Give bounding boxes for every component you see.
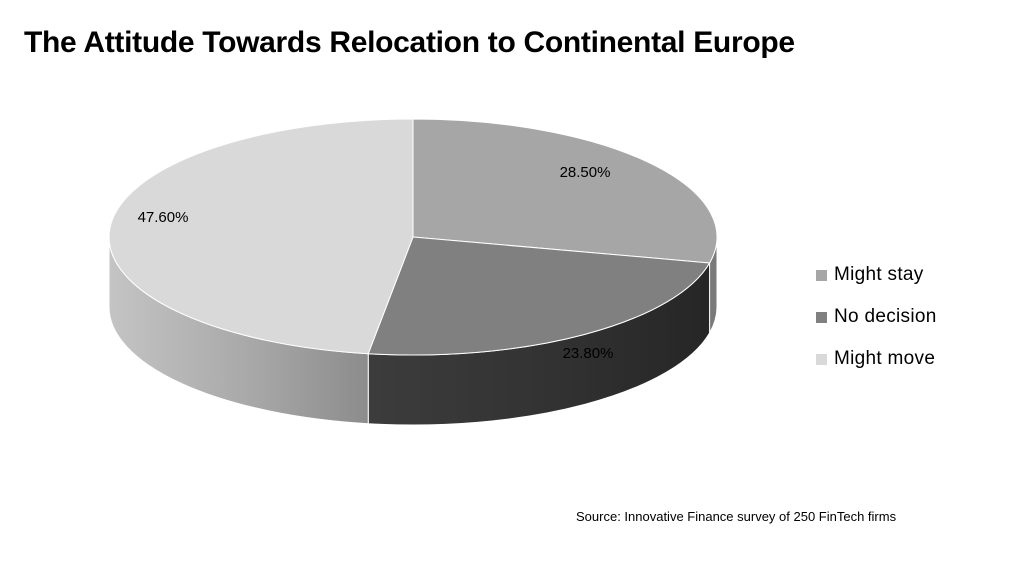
legend: Might stay No decision Might move	[816, 254, 937, 380]
source-note: Source: Innovative Finance survey of 250…	[576, 509, 897, 524]
pie-slice-no-decision	[367, 236, 711, 356]
legend-swatch-no-decision	[816, 311, 827, 323]
legend-item-no-decision: No decision	[816, 296, 937, 338]
legend-item-might-move: Might move	[816, 338, 937, 380]
pie-slice-might-stay	[412, 118, 718, 264]
legend-item-might-stay: Might stay	[816, 254, 937, 296]
legend-label-might-stay: Might stay	[834, 264, 924, 285]
data-label-might-move: 47.60%	[138, 209, 189, 226]
chart-title: The Attitude Towards Relocation to Conti…	[24, 26, 795, 59]
legend-label-no-decision: No decision	[834, 306, 937, 327]
data-label-might-stay: 28.50%	[560, 164, 611, 181]
legend-label-might-move: Might move	[834, 348, 936, 369]
legend-swatch-might-stay	[816, 269, 827, 281]
legend-swatch-might-move	[816, 353, 827, 365]
data-label-no-decision: 23.80%	[563, 345, 614, 362]
pie-slice-might-move	[108, 118, 414, 355]
